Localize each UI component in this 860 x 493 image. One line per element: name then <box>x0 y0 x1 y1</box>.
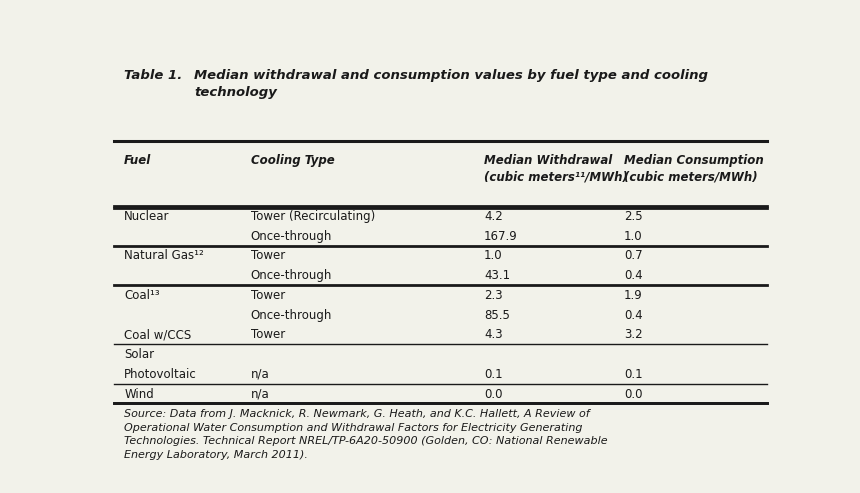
Text: 167.9: 167.9 <box>484 230 518 243</box>
Text: 0.4: 0.4 <box>624 309 642 321</box>
Text: 0.4: 0.4 <box>624 269 642 282</box>
Text: Table 1.: Table 1. <box>124 69 182 82</box>
Text: Tower (Recirculating): Tower (Recirculating) <box>251 210 375 223</box>
Text: 1.0: 1.0 <box>484 249 503 262</box>
Text: Wind: Wind <box>124 387 154 400</box>
Text: 3.2: 3.2 <box>624 328 642 341</box>
Text: Tower: Tower <box>251 328 285 341</box>
Text: 0.1: 0.1 <box>484 368 503 381</box>
Text: Once-through: Once-through <box>251 309 332 321</box>
Text: 1.9: 1.9 <box>624 289 642 302</box>
Text: 2.5: 2.5 <box>624 210 642 223</box>
Text: Cooling Type: Cooling Type <box>251 154 335 167</box>
Text: Nuclear: Nuclear <box>124 210 169 223</box>
Text: Natural Gas¹²: Natural Gas¹² <box>124 249 204 262</box>
Text: 85.5: 85.5 <box>484 309 510 321</box>
Text: 0.0: 0.0 <box>484 387 502 400</box>
Text: Median Consumption
(cubic meters/MWh): Median Consumption (cubic meters/MWh) <box>624 154 764 183</box>
Text: 4.3: 4.3 <box>484 328 503 341</box>
Text: Source: Data from J. Macknick, R. Newmark, G. Heath, and K.C. Hallett, A Review : Source: Data from J. Macknick, R. Newmar… <box>124 409 608 460</box>
Text: Once-through: Once-through <box>251 269 332 282</box>
Text: Solar: Solar <box>124 348 154 361</box>
Text: 0.1: 0.1 <box>624 368 642 381</box>
Text: Tower: Tower <box>251 289 285 302</box>
Text: Median Withdrawal
(cubic meters¹¹/MWh): Median Withdrawal (cubic meters¹¹/MWh) <box>484 154 628 183</box>
Text: Fuel: Fuel <box>124 154 151 167</box>
Text: Once-through: Once-through <box>251 230 332 243</box>
Text: n/a: n/a <box>251 368 269 381</box>
Text: 2.3: 2.3 <box>484 289 503 302</box>
Text: 4.2: 4.2 <box>484 210 503 223</box>
Text: 1.0: 1.0 <box>624 230 642 243</box>
Text: 43.1: 43.1 <box>484 269 510 282</box>
Text: 0.0: 0.0 <box>624 387 642 400</box>
Text: Photovoltaic: Photovoltaic <box>124 368 197 381</box>
Text: Tower: Tower <box>251 249 285 262</box>
Text: Coal¹³: Coal¹³ <box>124 289 160 302</box>
Text: Coal w/CCS: Coal w/CCS <box>124 328 192 341</box>
Text: n/a: n/a <box>251 387 269 400</box>
Text: 0.7: 0.7 <box>624 249 642 262</box>
Text: Median withdrawal and consumption values by fuel type and cooling
technology: Median withdrawal and consumption values… <box>194 69 708 99</box>
